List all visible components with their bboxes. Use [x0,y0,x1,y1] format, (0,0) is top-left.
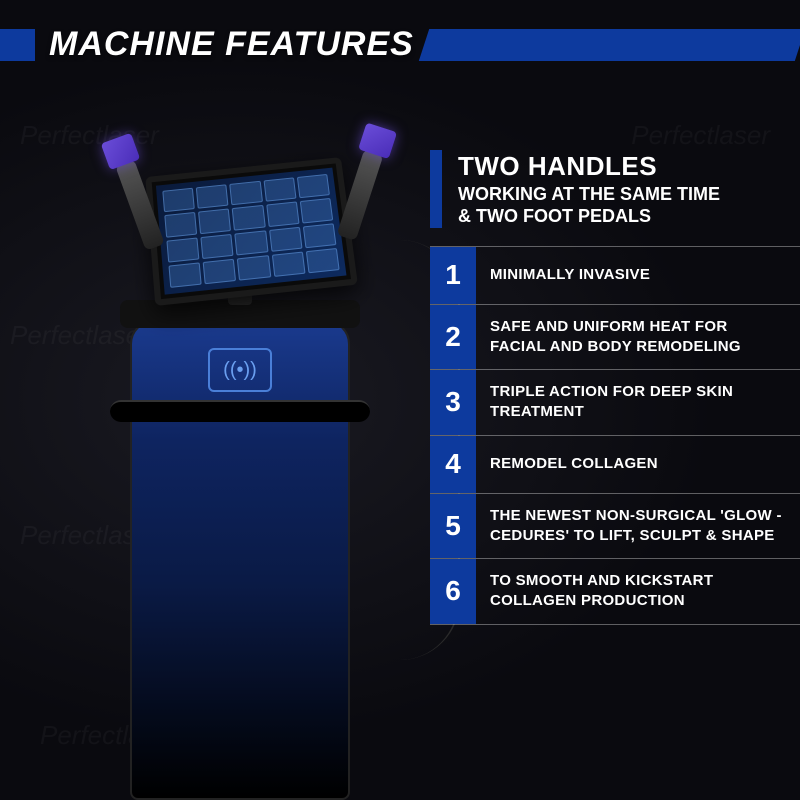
feature-number: 4 [430,436,476,493]
header: MACHINE FEATURES [0,25,800,64]
nfc-icon: ((•)) [208,348,272,392]
features-list: 1MINIMALLY INVASIVE2SAFE AND UNIFORM HEA… [430,246,800,625]
feature-number: 6 [430,559,476,624]
feature-row: 1MINIMALLY INVASIVE [430,246,800,304]
feature-number: 2 [430,305,476,370]
machine-handle-ring [110,400,370,422]
screen-ui [156,168,347,295]
header-accent-left [0,29,35,61]
subtitle-line-1: TWO HANDLES [458,150,720,183]
feature-text: TO SMOOTH AND KICKSTART COLLAGEN PRODUCT… [476,559,800,624]
subtitle: TWO HANDLES WORKING AT THE SAME TIME & T… [430,150,800,228]
feature-text: TRIPLE ACTION FOR DEEP SKIN TREATMENT [476,370,800,435]
subtitle-line-3: & TWO FOOT PEDALS [458,205,720,228]
machine-illustration: ((•)) [100,100,380,800]
subtitle-line-2: WORKING AT THE SAME TIME [458,183,720,206]
feature-text: REMODEL COLLAGEN [476,436,800,493]
feature-row: 4REMODEL COLLAGEN [430,435,800,493]
feature-text: MINIMALLY INVASIVE [476,247,800,304]
subtitle-accent-bar [430,150,442,228]
feature-number: 1 [430,247,476,304]
feature-number: 3 [430,370,476,435]
machine-touchscreen [145,157,358,306]
machine-body [130,320,350,800]
feature-row: 2SAFE AND UNIFORM HEAT FOR FACIAL AND BO… [430,304,800,370]
feature-row: 6TO SMOOTH AND KICKSTART COLLAGEN PRODUC… [430,558,800,625]
feature-text: THE NEWEST NON-SURGICAL 'GLOW -CEDURES' … [476,494,800,559]
feature-row: 3TRIPLE ACTION FOR DEEP SKIN TREATMENT [430,369,800,435]
page-title: MACHINE FEATURES [35,25,428,64]
features-panel: TWO HANDLES WORKING AT THE SAME TIME & T… [430,150,800,625]
feature-row: 5THE NEWEST NON-SURGICAL 'GLOW -CEDURES'… [430,493,800,559]
handle-tip-icon [101,133,141,170]
header-accent-right [419,29,800,61]
feature-number: 5 [430,494,476,559]
feature-text: SAFE AND UNIFORM HEAT FOR FACIAL AND BOD… [476,305,800,370]
